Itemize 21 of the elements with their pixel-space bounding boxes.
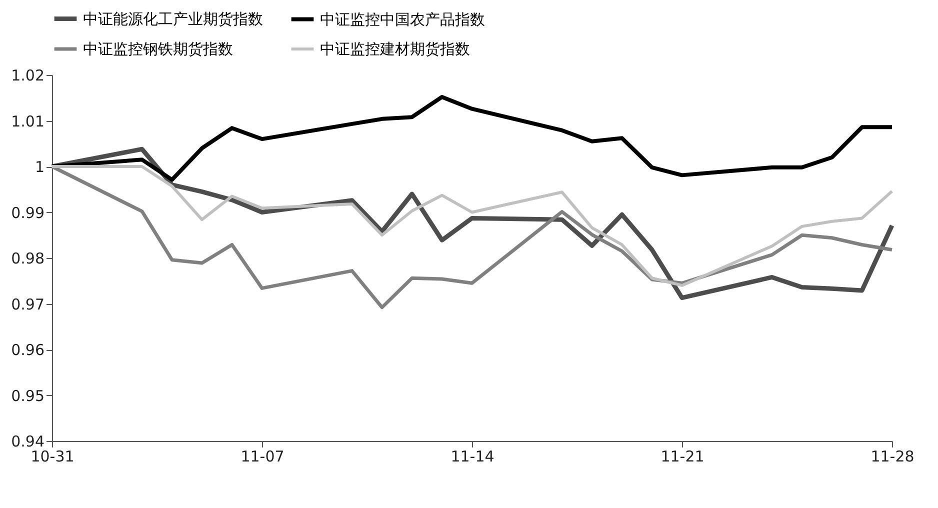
x-tick-label: 11-21 [660, 448, 704, 466]
y-tick-label: 1.02 [11, 66, 44, 84]
line-series [50, 94, 894, 182]
y-tick-label: 1 [34, 158, 44, 176]
x-tick-label: 11-28 [870, 448, 914, 466]
line-series [50, 164, 894, 310]
x-tick-label: 10-31 [30, 448, 74, 466]
legend-label: 中证监控中国农产品指数 [320, 10, 485, 28]
legend-label: 中证监控钢铁期货指数 [83, 40, 233, 58]
legend-label: 中证监控建材期货指数 [320, 40, 470, 58]
y-tick-label: 0.95 [11, 386, 44, 405]
y-tick-label: 0.96 [11, 341, 44, 359]
line-series [50, 165, 894, 287]
x-tick-label: 11-07 [240, 448, 284, 466]
y-tick-label: 0.97 [11, 295, 44, 314]
x-tick-label: 11-14 [450, 448, 494, 466]
y-tick-label: 0.94 [11, 432, 44, 450]
y-tick-label: 0.98 [11, 250, 44, 268]
legend-label: 中证能源化工产业期货指数 [83, 10, 263, 28]
y-tick-label: 1.01 [11, 112, 44, 130]
y-tick-label: 0.99 [11, 204, 44, 222]
